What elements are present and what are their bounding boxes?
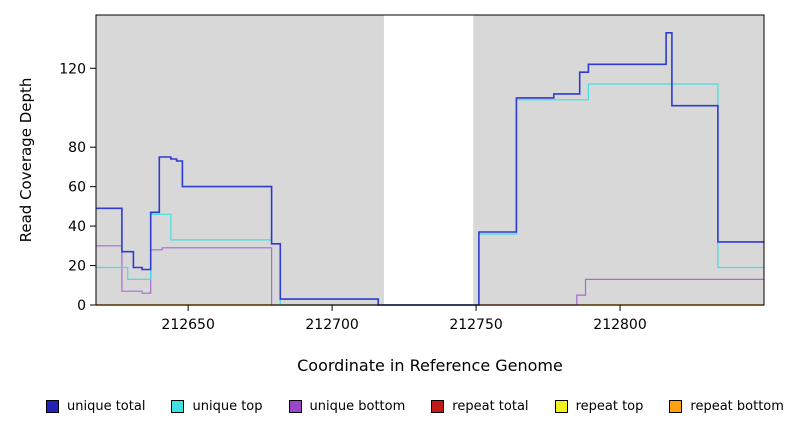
series-line-unique-total [96, 31, 764, 306]
legend-swatch-repeat-total [431, 400, 445, 413]
legend: unique total unique top unique bottom repea… [46, 399, 784, 414]
coverage-gap-band [383, 15, 474, 305]
legend-label: repeat top [575, 399, 644, 414]
y-tick-label: 80 [68, 140, 86, 156]
legend-item-unique-bottom: unique bottom [288, 399, 406, 414]
y-tick-label: 40 [68, 219, 86, 235]
legend-label: repeat total [452, 399, 529, 414]
legend-swatch-unique-top [171, 400, 185, 413]
legend-swatch-repeat-top [554, 400, 568, 413]
legend-swatch-unique-bottom [288, 400, 302, 413]
legend-label: unique total [67, 399, 146, 414]
legend-item-unique-total: unique total [46, 399, 145, 414]
legend-item-repeat-top: repeat top [554, 399, 644, 414]
legend-label: unique bottom [309, 399, 406, 414]
y-axis-title: Read Coverage Depth [17, 77, 35, 243]
legend-item-repeat-bottom: repeat bottom [669, 399, 784, 414]
legend-swatch-unique-total [46, 400, 59, 413]
legend-swatch-repeat-bottom [669, 400, 683, 413]
x-tick-label: 212750 [449, 317, 502, 333]
y-tick-label: 120 [59, 61, 86, 77]
legend-item-unique-top: unique top [171, 399, 263, 414]
y-tick-label: 0 [77, 298, 86, 314]
y-tick-label: 20 [68, 259, 86, 275]
plot-border [95, 14, 765, 306]
x-tick-label: 212700 [305, 317, 358, 333]
legend-label: repeat bottom [690, 399, 784, 414]
series-line-unique-bottom [96, 245, 764, 306]
x-tick-label: 212800 [593, 317, 646, 333]
x-tick-label: 212650 [161, 317, 214, 333]
legend-item-repeat-total: repeat total [431, 399, 529, 414]
legend-label: unique top [192, 399, 263, 414]
x-axis-title: Coordinate in Reference Genome [297, 356, 563, 375]
y-tick-label: 60 [68, 180, 86, 196]
